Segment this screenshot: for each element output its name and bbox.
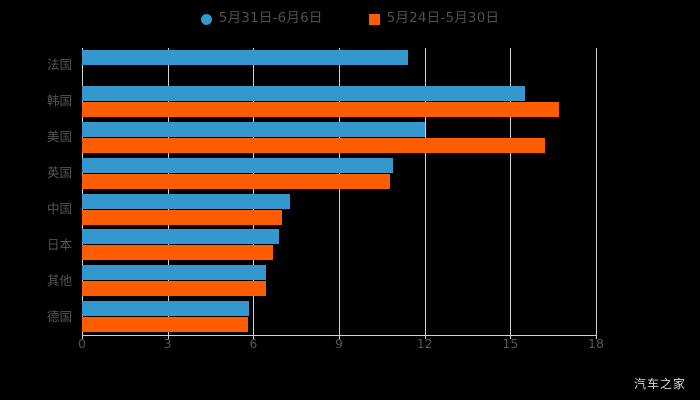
y-axis-category-label: 德国 xyxy=(46,308,72,324)
x-axis-tick-label: 6 xyxy=(249,336,258,351)
y-axis-category-label: 韩国 xyxy=(46,93,72,109)
x-axis-tick-label: 3 xyxy=(163,336,172,351)
gridline xyxy=(339,48,340,335)
gridline xyxy=(167,48,169,335)
gridline xyxy=(424,48,426,335)
bar[interactable] xyxy=(82,85,525,101)
x-axis-tick-mark xyxy=(253,335,255,339)
x-axis-tick-mark xyxy=(82,335,83,339)
chart-legend: 5月31日-6月6日 5月24日-5月30日 xyxy=(0,6,700,32)
bar-group xyxy=(82,84,596,120)
bar-group xyxy=(82,48,596,84)
x-axis-tick-label: 9 xyxy=(335,336,343,351)
gridline xyxy=(596,48,597,335)
legend-item-series-1[interactable]: 5月31日-6月6日 xyxy=(200,10,323,27)
bar[interactable] xyxy=(82,281,267,297)
gridline xyxy=(510,48,512,335)
x-axis-tick-mark xyxy=(510,335,512,339)
y-axis-category-label: 美国 xyxy=(46,129,72,145)
bar[interactable] xyxy=(82,301,250,317)
bar[interactable] xyxy=(82,229,280,245)
y-axis-category-label: 其他 xyxy=(46,272,72,288)
legend-square-icon xyxy=(368,13,380,25)
bar[interactable] xyxy=(82,245,274,261)
bar-group xyxy=(82,263,596,299)
bar-group xyxy=(82,156,596,192)
bar-group xyxy=(82,227,596,263)
y-axis-category-label: 法国 xyxy=(46,57,72,73)
bar[interactable] xyxy=(82,173,391,189)
x-axis-tick-mark xyxy=(596,335,597,339)
x-axis-tick-mark xyxy=(424,335,426,339)
bar-group xyxy=(82,299,596,335)
y-axis-category-label: 中国 xyxy=(46,200,72,216)
bar[interactable] xyxy=(82,101,559,117)
bar[interactable] xyxy=(82,157,394,173)
bar[interactable] xyxy=(82,50,408,65)
legend-item-label: 5月24日-5月30日 xyxy=(386,10,500,27)
plot-area xyxy=(82,48,597,335)
x-axis-tick-label: 18 xyxy=(588,336,604,351)
bar[interactable] xyxy=(82,193,291,209)
bar[interactable] xyxy=(82,121,425,137)
bar[interactable] xyxy=(82,265,267,281)
bar-group xyxy=(82,192,596,228)
x-axis-tick-label: 15 xyxy=(502,336,519,351)
x-axis-tick-labels: 0 3 6 9 12 15 18 xyxy=(0,336,700,358)
gridline xyxy=(253,48,255,335)
legend-item-series-2[interactable]: 5月24日-5月30日 xyxy=(368,10,500,27)
bar[interactable] xyxy=(82,317,248,333)
y-axis-category-label: 英国 xyxy=(46,165,72,181)
x-axis-tick-label: 0 xyxy=(78,336,86,351)
x-axis-tick-mark xyxy=(339,335,340,339)
legend-item-label: 5月31日-6月6日 xyxy=(218,10,323,27)
bar-group xyxy=(82,120,596,156)
legend-circle-icon xyxy=(200,13,212,25)
x-axis-tick-label: 12 xyxy=(416,336,433,351)
watermark: 汽车之家 xyxy=(633,377,686,391)
x-axis-tick-mark xyxy=(167,335,169,339)
bar[interactable] xyxy=(82,209,282,225)
y-axis-category-labels: 法国韩国美国英国中国日本其他德国 xyxy=(0,48,82,335)
y-axis-category-label: 日本 xyxy=(46,236,72,252)
y-axis-line xyxy=(82,48,83,335)
bar[interactable] xyxy=(82,137,545,153)
